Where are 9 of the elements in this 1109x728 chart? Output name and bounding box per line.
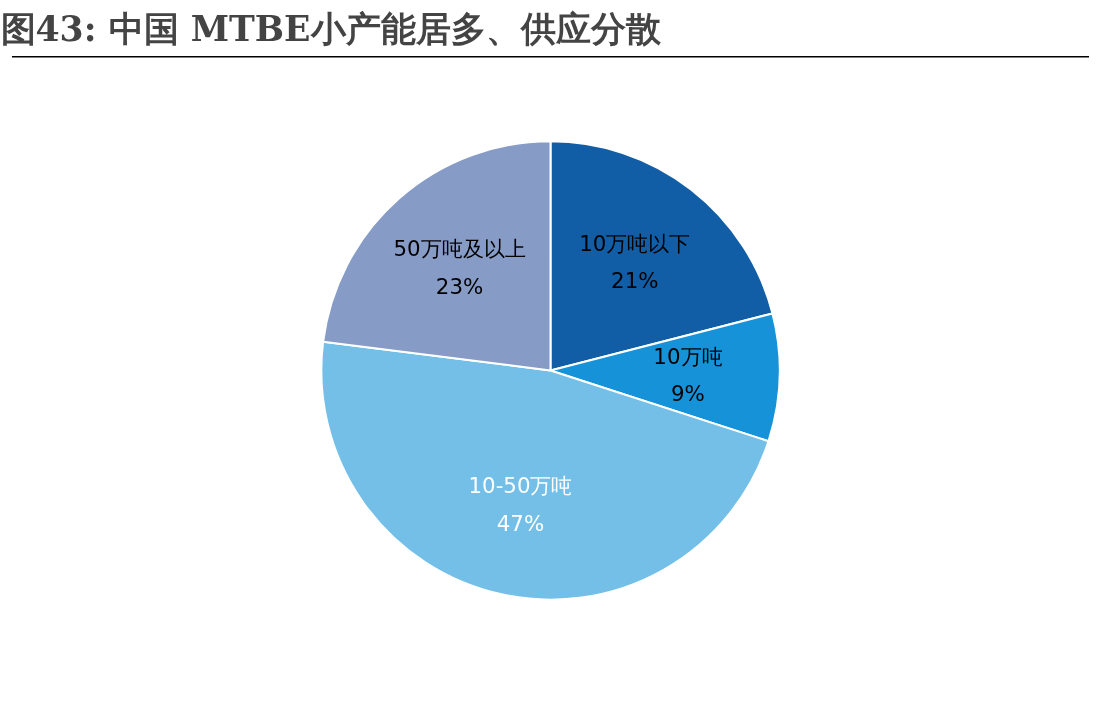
slice-label: 10万吨以下 [579, 230, 691, 256]
chart-title: 图43: 中国 MTBE小产能居多、供应分散 [0, 7, 662, 49]
data-label: 23% [435, 273, 484, 299]
slice-label: 50万吨及以上 [393, 236, 526, 262]
data-label: 9% [671, 381, 705, 406]
data-label: 47% [496, 510, 545, 536]
data-label: 21% [611, 268, 659, 294]
slice-label: 10-50万吨 [468, 473, 573, 499]
slice-label: 10万吨 [653, 343, 723, 369]
